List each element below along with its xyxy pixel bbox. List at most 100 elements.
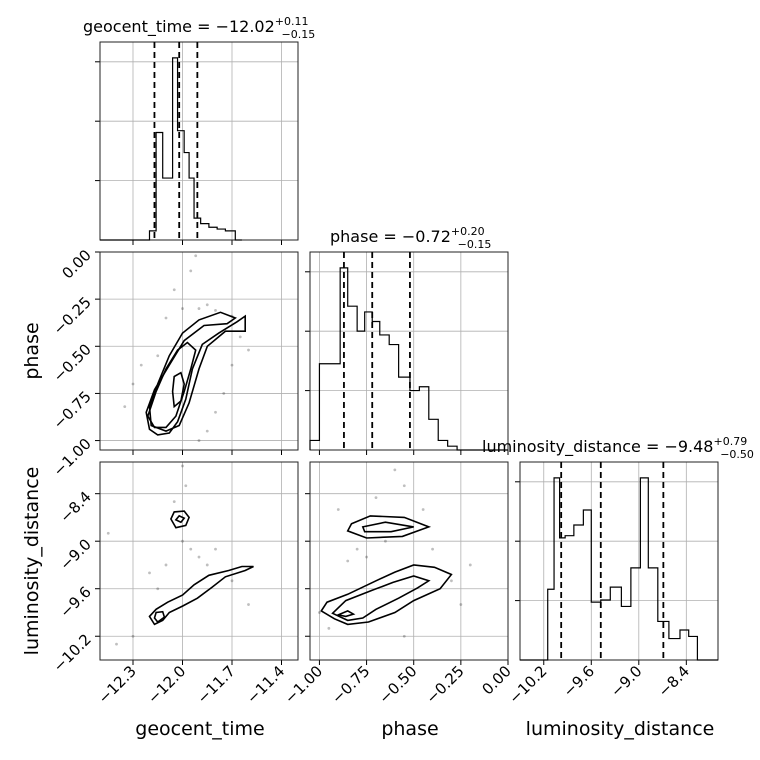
- tick-label-x: −9.0: [607, 662, 645, 700]
- histogram-geocent-time: [100, 57, 242, 241]
- contour-level: [331, 575, 431, 622]
- scatter-point: [355, 547, 359, 551]
- contour-level: [335, 610, 356, 618]
- scatter-point: [205, 429, 209, 433]
- panel-2d-phase-luminosity-distance: −1.00 −0.75 −0.50 −0.25 0.00: [281, 461, 515, 707]
- contour-level: [361, 521, 414, 533]
- tick-label-x: −9.6: [560, 662, 598, 700]
- panel-hist-phase: [305, 251, 509, 455]
- panel-frame: [309, 461, 509, 661]
- tick-label-y: −9.6: [56, 583, 94, 621]
- scatter-point: [384, 539, 387, 543]
- scatter-point: [205, 303, 209, 307]
- scatter-point: [164, 563, 168, 567]
- scatter-point: [106, 531, 110, 535]
- tick-label-y: −1.00: [50, 435, 95, 480]
- scatter-point: [230, 363, 234, 367]
- scatter-point: [181, 539, 184, 543]
- scatter-point: [346, 559, 350, 563]
- tick-label-x: −8.4: [655, 662, 693, 700]
- scatter-point: [238, 335, 242, 339]
- tick-label-x: −0.50: [375, 662, 420, 707]
- scatter-point: [431, 547, 434, 551]
- panel-frame: [519, 461, 719, 661]
- tick-label-y: −0.75: [50, 388, 95, 433]
- contour-level: [346, 515, 432, 539]
- panel-frame: [99, 41, 299, 241]
- panel-2d-geocent-time-phase: 0.00 −0.25−0.50−0.75−1.00: [50, 246, 299, 480]
- panel-hist-geocent-time: [95, 41, 299, 245]
- histogram-phase: [309, 267, 508, 451]
- tick-label-x: −0.75: [328, 662, 373, 707]
- xlabel-luminosity-distance: luminosity_distance: [526, 718, 715, 740]
- scatter-point: [421, 508, 425, 511]
- ylabel-luminosity-distance: luminosity_distance: [21, 467, 43, 656]
- contour-level: [171, 371, 186, 409]
- tick-label-y: 0.00: [58, 246, 94, 282]
- scatter-point: [365, 555, 368, 559]
- panel-frame: [99, 461, 299, 661]
- scatter-point: [194, 254, 198, 258]
- scatter-point: [156, 587, 160, 591]
- contour-level: [169, 510, 191, 529]
- title-phase: phase = −0.72+0.20 −0.15: [330, 225, 491, 251]
- tick-label-x: −0.25: [422, 662, 467, 707]
- scatter-point: [222, 392, 226, 395]
- tick-label-x: −12.0: [144, 662, 189, 707]
- scatter-point: [164, 316, 168, 320]
- scatter-point: [247, 348, 250, 352]
- contour-level: [153, 610, 166, 624]
- scatter-point: [247, 603, 250, 606]
- scatter-point: [189, 269, 193, 273]
- tick-label-y: −0.50: [50, 340, 95, 385]
- xlabel-geocent-time: geocent_time: [135, 718, 264, 740]
- ylabel-phase: phase: [21, 322, 43, 379]
- scatter-point: [459, 603, 463, 606]
- scatter-point: [197, 307, 201, 310]
- scatter-point: [450, 579, 453, 583]
- tick-label-x: −11.7: [194, 662, 239, 707]
- tick-label-x: −10.2: [505, 662, 550, 707]
- scatter-point: [156, 354, 160, 358]
- contour-level: [148, 565, 254, 626]
- scatter-point: [230, 579, 234, 583]
- scatter-point: [327, 626, 331, 630]
- contour-level: [174, 514, 186, 524]
- scatter-point: [189, 547, 193, 551]
- panel-frame: [309, 251, 509, 451]
- scatter-point: [123, 405, 127, 409]
- tick-label-y: −10.2: [50, 630, 95, 675]
- title-luminosity-distance: luminosity_distance = −9.48+0.79 −0.50: [482, 435, 754, 461]
- title-geocent-time: geocent_time = −12.02+0.11 −0.15: [83, 15, 315, 41]
- scatter-point: [181, 464, 184, 468]
- scatter-point: [172, 288, 176, 292]
- contour-level: [145, 311, 246, 436]
- panel-frame: [99, 251, 299, 451]
- scatter-point: [214, 410, 217, 414]
- panel-hist-luminosity-distance: −10.2 −9.6 −9.0 −8.4: [505, 461, 719, 707]
- scatter-point: [131, 634, 135, 638]
- scatter-point: [197, 555, 201, 559]
- contour-level: [146, 341, 197, 429]
- scatter-point: [214, 309, 217, 312]
- scatter-point: [214, 547, 217, 551]
- scatter-point: [336, 508, 340, 511]
- scatter-point: [318, 611, 321, 614]
- tick-label-y: −0.25: [50, 293, 95, 338]
- scatter-point: [205, 563, 209, 567]
- scatter-point: [184, 484, 188, 488]
- tick-label-x: −12.3: [95, 662, 140, 707]
- scatter-point: [197, 439, 201, 442]
- tick-label-x: −11.4: [243, 662, 288, 707]
- scatter-point: [402, 484, 406, 488]
- scatter-point: [115, 642, 118, 646]
- scatter-point: [393, 468, 397, 472]
- scatter-point: [139, 363, 143, 367]
- scatter-point: [181, 307, 184, 310]
- histogram-luminosity-distance: [520, 477, 718, 661]
- scatter-point: [402, 634, 406, 638]
- xlabel-phase: phase: [381, 718, 438, 740]
- tick-label-y: −8.4: [56, 488, 94, 526]
- scatter-point: [468, 563, 472, 567]
